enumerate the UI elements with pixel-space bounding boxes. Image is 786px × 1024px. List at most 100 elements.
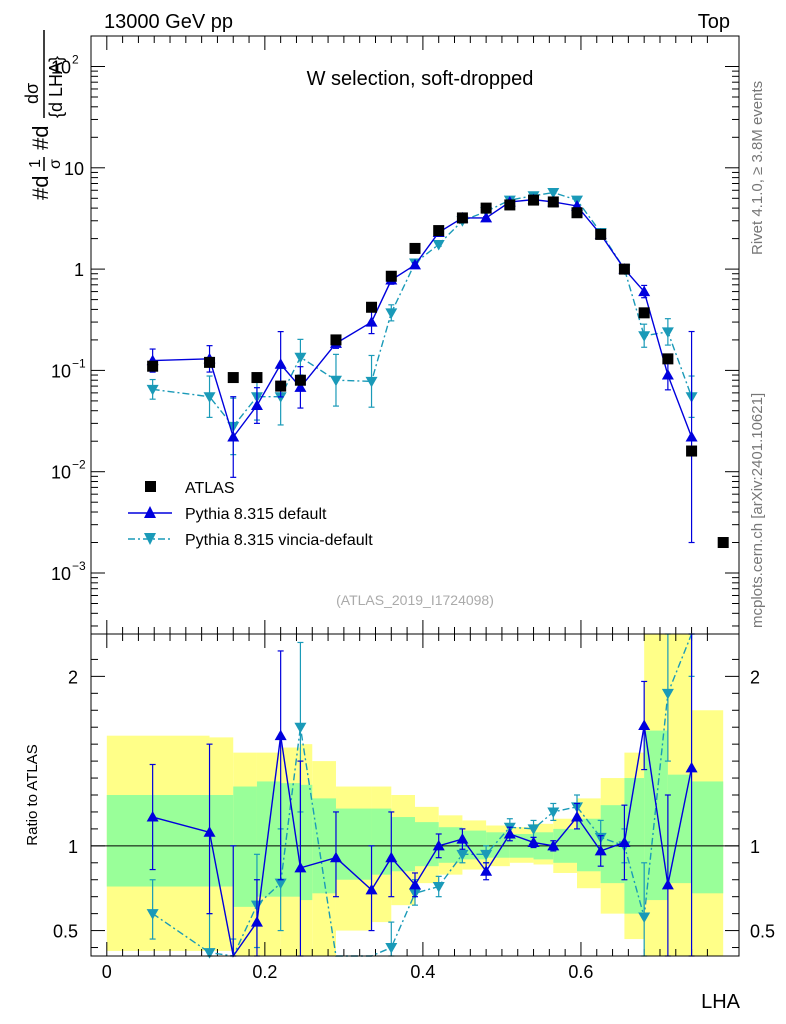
- atlas-point: [385, 270, 397, 282]
- vincia-ratio-point: [274, 878, 287, 890]
- vincia-ratio-point: [638, 912, 651, 924]
- main-ytick-label: 10: [51, 463, 71, 483]
- atlas-point: [409, 242, 421, 254]
- atlas-point: [717, 537, 729, 549]
- ratio-xtick-label: 0.2: [252, 962, 277, 982]
- ylabel-frac2-den: {d LHA}: [46, 56, 66, 118]
- legend-atlas-label: ATLAS: [185, 480, 235, 497]
- selection-label: W selection, soft-dropped: [307, 68, 534, 90]
- ylabel-frac1-num: 1: [27, 159, 44, 168]
- main-ytick-label-exp: −2: [72, 458, 86, 472]
- legend-atlas-marker: [145, 481, 156, 492]
- default-ratio-point: [329, 851, 342, 863]
- default-ratio-point: [456, 833, 469, 844]
- default-line: [152, 198, 693, 439]
- atlas-point: [662, 353, 674, 365]
- legend-vincia-label: Pythia 8.315 vincia-default: [185, 532, 373, 549]
- vincia-point: [203, 392, 216, 403]
- ratio-band-inner: [335, 808, 372, 880]
- atlas-point: [227, 372, 239, 384]
- default-ratio-line: [152, 725, 693, 958]
- default-ratio-point: [203, 826, 216, 837]
- energy-label: 13000 GeV pp: [104, 11, 233, 33]
- vincia-ratio-point: [547, 807, 560, 818]
- vincia-point: [385, 308, 398, 319]
- vincia-ratio-point: [432, 882, 445, 893]
- ratio-band-inner: [438, 827, 463, 863]
- default-point: [250, 399, 263, 411]
- ylabel-frac1-den: σ: [47, 159, 64, 169]
- atlas-point: [571, 207, 583, 219]
- main-ytick-label: 10: [51, 564, 71, 584]
- default-ratio-point: [527, 836, 540, 847]
- ratio-ytick-label-right: 1: [750, 837, 760, 857]
- default-ratio-point: [685, 761, 698, 773]
- default-ratio-point: [146, 811, 159, 822]
- atlas-point: [147, 360, 159, 372]
- main-ytick-label-exp: −1: [72, 356, 86, 370]
- ratio-band-inner: [209, 795, 234, 887]
- ylabel-frac2-num: dσ: [22, 83, 42, 104]
- atlas-point: [251, 372, 263, 384]
- vincia-ratio-point: [456, 849, 469, 861]
- main-ytick-label: 10: [51, 57, 71, 77]
- default-ratio-point: [661, 878, 674, 890]
- default-ratio-point: [365, 883, 378, 895]
- ratio-band-inner: [391, 817, 415, 872]
- rivet-label: Rivet 4.1.0, ≥ 3.8M events: [749, 81, 766, 255]
- vincia-point: [547, 188, 560, 199]
- default-ratio-point: [618, 836, 631, 847]
- atlas-point: [204, 356, 216, 368]
- vincia-ratio-line: [152, 633, 693, 957]
- atlas-point: [275, 380, 287, 392]
- vincia-point: [329, 375, 342, 387]
- x-axis-label: LHA: [701, 991, 741, 1013]
- process-label: Top: [698, 11, 730, 33]
- default-point: [685, 431, 698, 442]
- vincia-point: [294, 352, 307, 364]
- default-ratio-point: [547, 839, 560, 851]
- ratio-band-inner: [415, 822, 439, 867]
- main-ytick-label: 10: [64, 159, 84, 179]
- ratio-band-inner: [462, 830, 487, 860]
- atlas-point: [528, 194, 540, 206]
- legend: ATLAS Pythia 8.315 default Pythia 8.315 …: [128, 480, 373, 549]
- legend-default-marker: [144, 506, 156, 518]
- default-point: [274, 358, 287, 369]
- ratio-ytick-label: 1: [68, 837, 78, 857]
- ratio-band-inner: [644, 730, 668, 901]
- vincia-line: [152, 191, 693, 428]
- ratio-ytick-label-right: 0.5: [750, 922, 775, 942]
- ratio-band-inner: [600, 805, 625, 884]
- atlas-point: [618, 263, 630, 275]
- default-point: [294, 381, 307, 392]
- ratio-frame: [90, 633, 740, 957]
- atlas-point: [433, 225, 445, 237]
- legend-vincia-marker: [144, 533, 156, 545]
- default-point: [480, 211, 493, 223]
- default-ratio-point: [638, 719, 651, 731]
- legend-default-label: Pythia 8.315 default: [185, 506, 327, 523]
- ratio-band-inner: [577, 818, 601, 872]
- vincia-ratio-point: [203, 948, 216, 959]
- ratio-ylabel: Ratio to ATLAS: [24, 744, 41, 845]
- ylabel-mid: #d: [28, 126, 53, 150]
- main-ylabel: #d 1 σ #d dσ {d LHA}: [22, 30, 66, 200]
- atlas-point: [595, 228, 607, 240]
- analysis-label: (ATLAS_2019_I1724098): [336, 592, 494, 608]
- atlas-point: [686, 445, 698, 457]
- main-ytick-label: 1: [74, 260, 84, 280]
- ratio-band-inner: [371, 808, 392, 875]
- source-label: mcplots.cern.ch [arXiv:2401.10621]: [749, 393, 766, 628]
- ratio-band-inner: [280, 783, 301, 897]
- vincia-ratio-point: [527, 824, 540, 835]
- vincia-ratio-point: [146, 909, 159, 920]
- default-point: [661, 369, 674, 380]
- default-point: [365, 316, 378, 327]
- ratio-ytick-label: 2: [68, 667, 78, 687]
- default-ratio-point: [503, 827, 516, 839]
- ratio-panel: 0.5 0.5 1 1 2 2 0 0.2 0.4 0.6 Ratio to ATLAS LHA: [24, 633, 775, 1013]
- default-ratio-point: [571, 811, 583, 822]
- main-ytick-label-exp: 2: [72, 52, 79, 66]
